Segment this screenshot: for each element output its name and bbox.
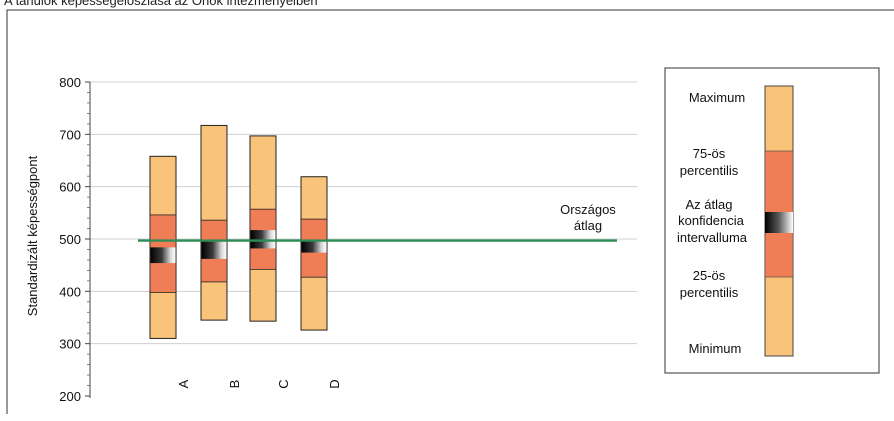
legend-label-p25-line2: percentilis (680, 285, 739, 300)
box-A (150, 156, 176, 338)
y-axis-label: Standardizált képességpont (25, 155, 40, 316)
x-category-label: B (227, 380, 242, 389)
box-C (250, 136, 276, 321)
legend-label-p75-line1: 75-ös (693, 146, 726, 161)
y-tick-label: 800 (59, 75, 81, 90)
box-ci-D (302, 241, 327, 253)
y-tick-label: 500 (59, 232, 81, 247)
legend-bar-ci (765, 212, 793, 233)
legend: Maximum 75-ös percentilis Az átlag konfi… (665, 68, 879, 373)
legend-label-maximum: Maximum (689, 90, 745, 105)
y-tick-label: 200 (59, 389, 81, 404)
x-category-label: A (176, 379, 191, 388)
y-tick-label: 600 (59, 180, 81, 195)
legend-label-p25-line1: 25-ös (693, 268, 726, 283)
legend-label-ci-line3: intervalluma (677, 230, 748, 245)
legend-label-p75-line2: percentilis (680, 163, 739, 178)
box-ci-C (251, 230, 276, 248)
box-D (301, 177, 327, 330)
y-axis: 200 300 400 500 600 700 800 (59, 75, 90, 404)
box-series: A B C D (150, 125, 342, 388)
reference-line-label-1: Országos (560, 202, 616, 217)
y-tick-label: 400 (59, 284, 81, 299)
reference-line-label-2: átlag (574, 218, 602, 233)
legend-label-ci-line1: Az átlag (686, 197, 733, 212)
legend-label-ci-line2: konfidencia (678, 213, 745, 228)
x-category-label: C (276, 379, 291, 388)
legend-label-minimum: Minimum (689, 341, 742, 356)
box-ci-B (202, 242, 227, 259)
x-category-label: D (327, 379, 342, 388)
box-ci-A (151, 247, 176, 263)
box-B (201, 125, 227, 320)
y-tick-label: 300 (59, 337, 81, 352)
y-tick-label: 700 (59, 127, 81, 142)
